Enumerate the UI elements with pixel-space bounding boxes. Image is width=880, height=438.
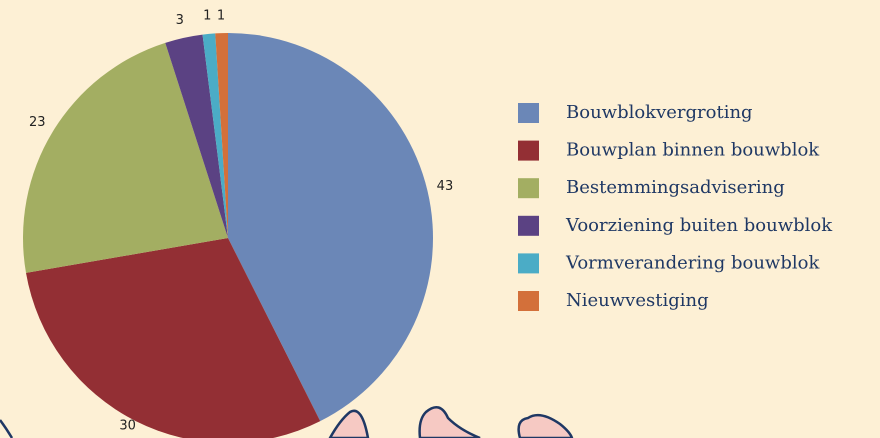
value-label: 30 bbox=[119, 419, 136, 434]
legend-label: Bouwplan binnen bouwblok bbox=[566, 140, 820, 161]
legend-swatch bbox=[518, 141, 539, 161]
value-label: 43 bbox=[437, 179, 454, 194]
legend-swatch bbox=[518, 178, 539, 198]
value-label: 1 bbox=[217, 9, 225, 24]
chart: 43 30 23 3 11 Bouwblokvergroting Bouwplan bin… bbox=[0, 0, 880, 438]
value-label: 1 bbox=[203, 9, 211, 24]
legend-label: Vormverandering bouwblok bbox=[565, 252, 820, 273]
legend-swatch bbox=[518, 103, 539, 123]
value-label: 23 bbox=[29, 115, 46, 130]
legend-swatch bbox=[518, 253, 539, 273]
legend-label: Voorziening buiten bouwblok bbox=[565, 215, 833, 236]
legend-label: Nieuwvestiging bbox=[566, 290, 709, 311]
legend-swatch bbox=[518, 291, 539, 311]
legend-label: Bestemmingsadvisering bbox=[566, 177, 785, 198]
legend-swatch bbox=[518, 216, 539, 236]
legend-label: Bouwblokvergroting bbox=[566, 102, 753, 123]
value-label: 3 bbox=[176, 13, 184, 28]
